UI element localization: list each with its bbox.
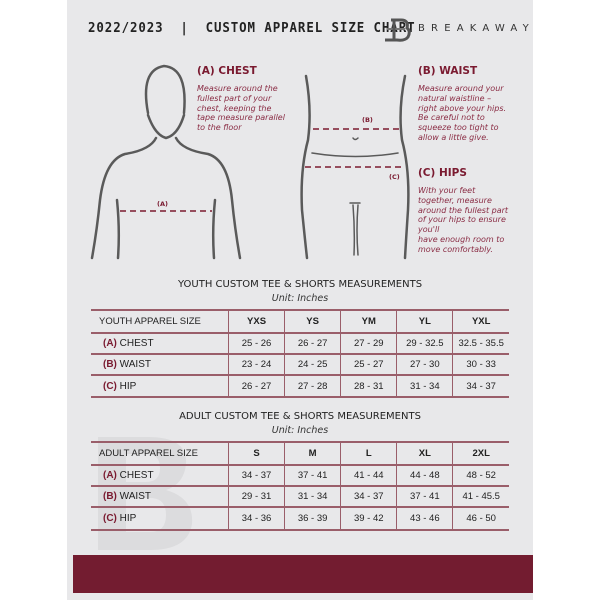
- row-label-part: (A): [103, 470, 117, 481]
- row-label-part: WAIST: [119, 359, 151, 370]
- table-cell: 24 - 25: [284, 353, 341, 376]
- table-cell: 27 - 30: [396, 353, 453, 376]
- table-cell: YL: [396, 309, 453, 334]
- table-header-row: YOUTH APPAREL SIZE YXS YS YM YL YXL: [91, 309, 509, 334]
- table-cell: YXS: [227, 309, 285, 334]
- table-cell: (C) HIP: [91, 506, 229, 531]
- inseam: [349, 202, 361, 256]
- head-outline: [144, 64, 186, 140]
- table-cell: L: [340, 441, 397, 466]
- row-label-part: (C): [103, 380, 117, 392]
- table-row: (C) HIP 34 - 36 36 - 39 39 - 42 43 - 46 46 -…: [91, 506, 509, 531]
- table-cell: 25 - 26: [227, 332, 285, 355]
- left-arm: [115, 198, 121, 260]
- table-cell: 29 - 31: [227, 485, 285, 508]
- hips-heading: (C) HIPS: [418, 167, 467, 179]
- footer-banner: [73, 555, 533, 593]
- youth-section-title: YOUTH CUSTOM TEE & SHORTS MEASUREMENTS: [177, 279, 423, 290]
- table-cell: 48 - 52: [452, 464, 509, 487]
- right-shoulder: [174, 136, 242, 260]
- table-header-row: ADULT APPAREL SIZE S M L XL 2XL: [91, 441, 509, 466]
- row-label-part: HIP: [119, 513, 137, 524]
- right-arm: [211, 198, 217, 260]
- table-cell: 41 - 44: [340, 464, 397, 487]
- table-cell: 31 - 34: [284, 485, 341, 508]
- row-label-part: HIP: [119, 380, 137, 392]
- breakaway-logo-icon: [385, 18, 411, 42]
- table-row: (A) CHEST 34 - 37 37 - 41 41 - 44 44 - 48 48…: [91, 464, 509, 487]
- row-label-part: CHEST: [119, 470, 154, 481]
- table-cell: M: [284, 441, 341, 466]
- table-cell: ADULT APPAREL SIZE: [91, 441, 229, 466]
- table-cell: 36 - 39: [284, 506, 341, 531]
- table-cell: YM: [340, 309, 397, 334]
- table-cell: 37 - 41: [396, 485, 453, 508]
- table-cell: 43 - 46: [396, 506, 453, 531]
- torso-right: [399, 74, 410, 260]
- table-cell: 2XL: [452, 441, 509, 466]
- table-cell: (A) CHEST: [91, 332, 229, 355]
- table-cell: (B) WAIST: [91, 353, 229, 376]
- chest-description: Measure around the fullest part of your ch…: [197, 84, 285, 133]
- row-label-part: CHEST: [119, 338, 154, 349]
- youth-unit: Unit: Inches: [271, 293, 329, 304]
- table-cell: 44 - 48: [396, 464, 453, 487]
- navel: [352, 137, 359, 141]
- table-cell: 29 - 32.5: [396, 332, 453, 355]
- chest-tag: (A): [157, 200, 168, 208]
- table-cell: 32.5 - 35.5: [452, 332, 509, 355]
- table-cell: YXL: [452, 309, 509, 334]
- waist-tag: (B): [362, 116, 373, 124]
- table-cell: 27 - 28: [284, 374, 341, 398]
- table-cell: YOUTH APPAREL SIZE: [91, 309, 229, 334]
- table-row: (B) WAIST 29 - 31 31 - 34 34 - 37 37 - 41 41…: [91, 485, 509, 508]
- waist-description: Measure around your natural waistline – ri…: [418, 84, 507, 142]
- chest-heading: (A) CHEST: [197, 65, 257, 77]
- body-figures: [90, 64, 410, 260]
- left-shoulder: [90, 136, 158, 260]
- table-cell: XL: [396, 441, 453, 466]
- table-cell: (B) WAIST: [91, 485, 229, 508]
- torso-left: [300, 74, 311, 260]
- table-row: (C) HIP 26 - 27 27 - 28 28 - 31 31 - 34 34 -…: [91, 374, 509, 398]
- table-row: (A) CHEST 25 - 26 26 - 27 27 - 29 29 - 32.5…: [91, 332, 509, 355]
- table-cell: 39 - 42: [340, 506, 397, 531]
- table-cell: 34 - 37: [227, 464, 285, 487]
- row-label-part: (B): [103, 491, 117, 502]
- row-label-part: (A): [103, 338, 117, 349]
- table-cell: S: [227, 441, 285, 466]
- row-label-part: (C): [103, 513, 117, 524]
- table-cell: 34 - 36: [227, 506, 285, 531]
- row-label-part: WAIST: [119, 491, 151, 502]
- adult-size-table: ADULT APPAREL SIZE S M L XL 2XL (A) CHEST 34…: [91, 441, 509, 531]
- table-cell: 25 - 27: [340, 353, 397, 376]
- table-cell: (A) CHEST: [91, 464, 229, 487]
- table-cell: 26 - 27: [227, 374, 285, 398]
- table-cell: 26 - 27: [284, 332, 341, 355]
- waist-heading: (B) WAIST: [418, 65, 478, 77]
- page-title: 2022/2023 | CUSTOM APPAREL SIZE CHART: [88, 20, 416, 36]
- hips-description: With your feet together, measure around th…: [418, 186, 509, 254]
- table-cell: 34 - 37: [340, 485, 397, 508]
- hip-line: [311, 152, 399, 158]
- hips-tag: (C): [389, 173, 400, 181]
- table-cell: 31 - 34: [396, 374, 453, 398]
- adult-section-title: ADULT CUSTOM TEE & SHORTS MEASUREMENTS: [179, 411, 421, 422]
- table-cell: 37 - 41: [284, 464, 341, 487]
- table-cell: (C) HIP: [91, 374, 229, 398]
- table-cell: 30 - 33: [452, 353, 509, 376]
- table-cell: 27 - 29: [340, 332, 397, 355]
- adult-unit: Unit: Inches: [271, 425, 329, 436]
- table-cell: 34 - 37: [452, 374, 509, 398]
- youth-size-table: YOUTH APPAREL SIZE YXS YS YM YL YXL (A) CHES…: [91, 309, 509, 398]
- table-cell: 41 - 45.5: [452, 485, 509, 508]
- row-label-part: (B): [103, 359, 117, 370]
- table-cell: 46 - 50: [452, 506, 509, 531]
- table-row: (B) WAIST 23 - 24 24 - 25 25 - 27 27 - 30 30…: [91, 353, 509, 376]
- table-cell: 23 - 24: [227, 353, 285, 376]
- table-cell: 28 - 31: [340, 374, 397, 398]
- brand-name: BREAKAWAY: [418, 23, 535, 34]
- table-cell: YS: [284, 309, 341, 334]
